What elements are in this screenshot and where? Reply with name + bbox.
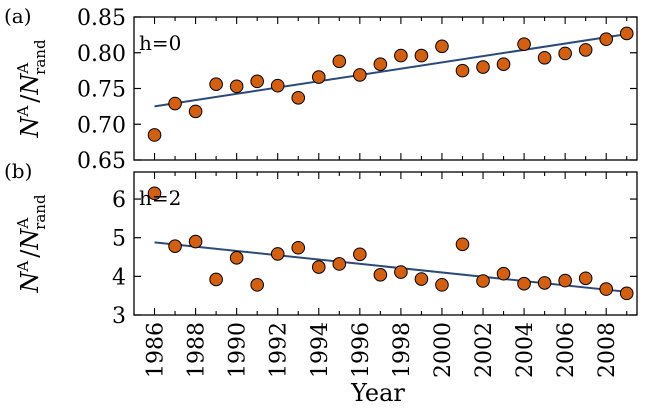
data-point (578, 43, 593, 57)
plot-frame (133, 171, 638, 316)
fit-line (154, 33, 627, 108)
panel-label: (a) (4, 4, 32, 28)
x-tick-label: 1994 (308, 322, 333, 378)
x-tick-label: 2004 (513, 322, 538, 378)
data-point (188, 104, 203, 119)
y-axis-label-part: rand (31, 194, 49, 230)
y-axis-label-part: N (16, 73, 44, 96)
data-point (353, 247, 367, 262)
y-axis-label-part: rand (31, 39, 49, 75)
x-axis-label: Year (350, 379, 405, 407)
x-tick-label: 1998 (390, 322, 415, 378)
data-point (414, 48, 429, 63)
data-point (517, 276, 531, 291)
y-tick-label: 6 (112, 188, 126, 213)
data-point (147, 128, 162, 142)
x-tick-label: 2002 (472, 322, 497, 378)
y-axis-label-part: A (14, 261, 32, 273)
x-tick-label: 2008 (595, 322, 620, 378)
data-point (332, 257, 347, 271)
data-point (250, 74, 264, 89)
data-point (209, 77, 223, 92)
data-point (291, 240, 306, 255)
data-point (537, 50, 552, 65)
y-axis-label-part: N (16, 116, 44, 139)
x-tick-label: 1988 (185, 322, 210, 378)
y-tick-label: 5 (112, 227, 126, 252)
y-tick-label: 0.75 (77, 78, 126, 103)
data-point (414, 272, 429, 286)
y-axis-label-part: A (14, 63, 32, 75)
data-point (168, 239, 182, 254)
data-point (455, 63, 470, 78)
data-point (476, 274, 490, 288)
data-point (435, 278, 449, 292)
y-axis-label: NA/NArand (14, 39, 49, 139)
data-point (188, 234, 203, 249)
data-point (311, 260, 326, 274)
data-point (496, 266, 511, 281)
data-point (455, 237, 470, 252)
fit-line (154, 241, 627, 293)
panel-label: (b) (4, 159, 32, 183)
data-point (435, 39, 449, 54)
panel-annotation: h=0 (139, 31, 181, 55)
y-tick-label: 0.65 (77, 149, 126, 174)
y-axis-label-part: / (16, 94, 44, 103)
y-tick-label: 0.80 (77, 42, 126, 67)
data-point (147, 186, 162, 201)
data-point (517, 37, 531, 51)
data-point (394, 265, 408, 279)
y-axis-label-part: A (14, 106, 32, 118)
y-tick-label: 0.70 (77, 113, 126, 138)
data-point (558, 46, 572, 61)
x-tick-label: 1986 (144, 322, 169, 378)
data-point (373, 268, 388, 282)
data-point (558, 273, 572, 288)
data-point (353, 68, 367, 82)
data-point (619, 26, 634, 41)
y-axis-label-part: / (16, 249, 44, 258)
panel-a: 0.650.700.750.800.85(a)h=0NA/NArand (4, 4, 638, 174)
data-point (599, 32, 614, 46)
data-point (311, 70, 326, 84)
data-point (373, 57, 388, 71)
y-tick-label: 3 (112, 304, 126, 329)
data-point (250, 278, 264, 292)
y-axis-label: NA/NArand (14, 194, 49, 294)
data-point (599, 282, 614, 296)
data-point (168, 96, 182, 111)
data-point (476, 60, 490, 74)
panel-annotation: h=2 (139, 186, 181, 210)
x-tick-label: 1996 (349, 322, 374, 378)
data-point (270, 78, 285, 93)
x-tick-label: 1990 (226, 322, 251, 378)
y-tick-label: 4 (112, 265, 126, 290)
data-point (270, 247, 285, 261)
y-tick-label: 0.85 (77, 6, 126, 31)
data-point (537, 276, 552, 290)
data-point (291, 90, 306, 105)
data-point (229, 79, 244, 94)
x-tick-label: 1992 (267, 322, 292, 378)
data-point (496, 57, 511, 71)
x-tick-label: 2006 (554, 322, 579, 378)
data-point (209, 272, 223, 287)
y-axis-label-part: N (16, 228, 44, 251)
plot-frame (133, 16, 638, 161)
y-axis-label-part: A (14, 218, 32, 230)
data-point (332, 54, 347, 69)
data-point (619, 286, 634, 301)
data-point (578, 271, 593, 286)
x-tick-label: 2000 (431, 322, 456, 378)
y-axis-label-part: N (16, 271, 44, 294)
data-point (394, 48, 408, 63)
data-point (229, 250, 244, 265)
